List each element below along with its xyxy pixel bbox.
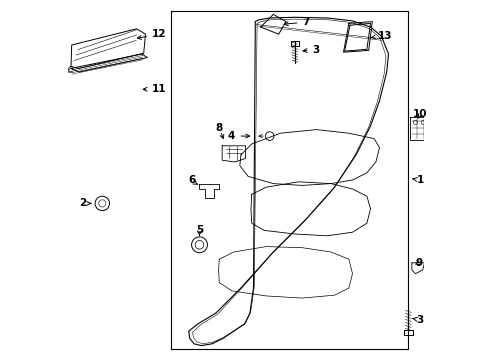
Text: 12: 12 (151, 29, 166, 39)
Text: 5: 5 (196, 225, 203, 235)
Text: 1: 1 (416, 175, 423, 185)
Text: 7: 7 (302, 17, 309, 27)
Text: 11: 11 (151, 84, 166, 94)
Text: 13: 13 (377, 31, 391, 41)
Text: 3: 3 (311, 45, 319, 55)
Text: 2: 2 (80, 198, 87, 208)
Text: 3: 3 (416, 315, 423, 325)
Text: 9: 9 (415, 258, 422, 268)
Text: 8: 8 (215, 123, 222, 133)
Text: 10: 10 (412, 109, 427, 120)
Text: 4: 4 (226, 131, 234, 141)
Text: 6: 6 (188, 175, 196, 185)
